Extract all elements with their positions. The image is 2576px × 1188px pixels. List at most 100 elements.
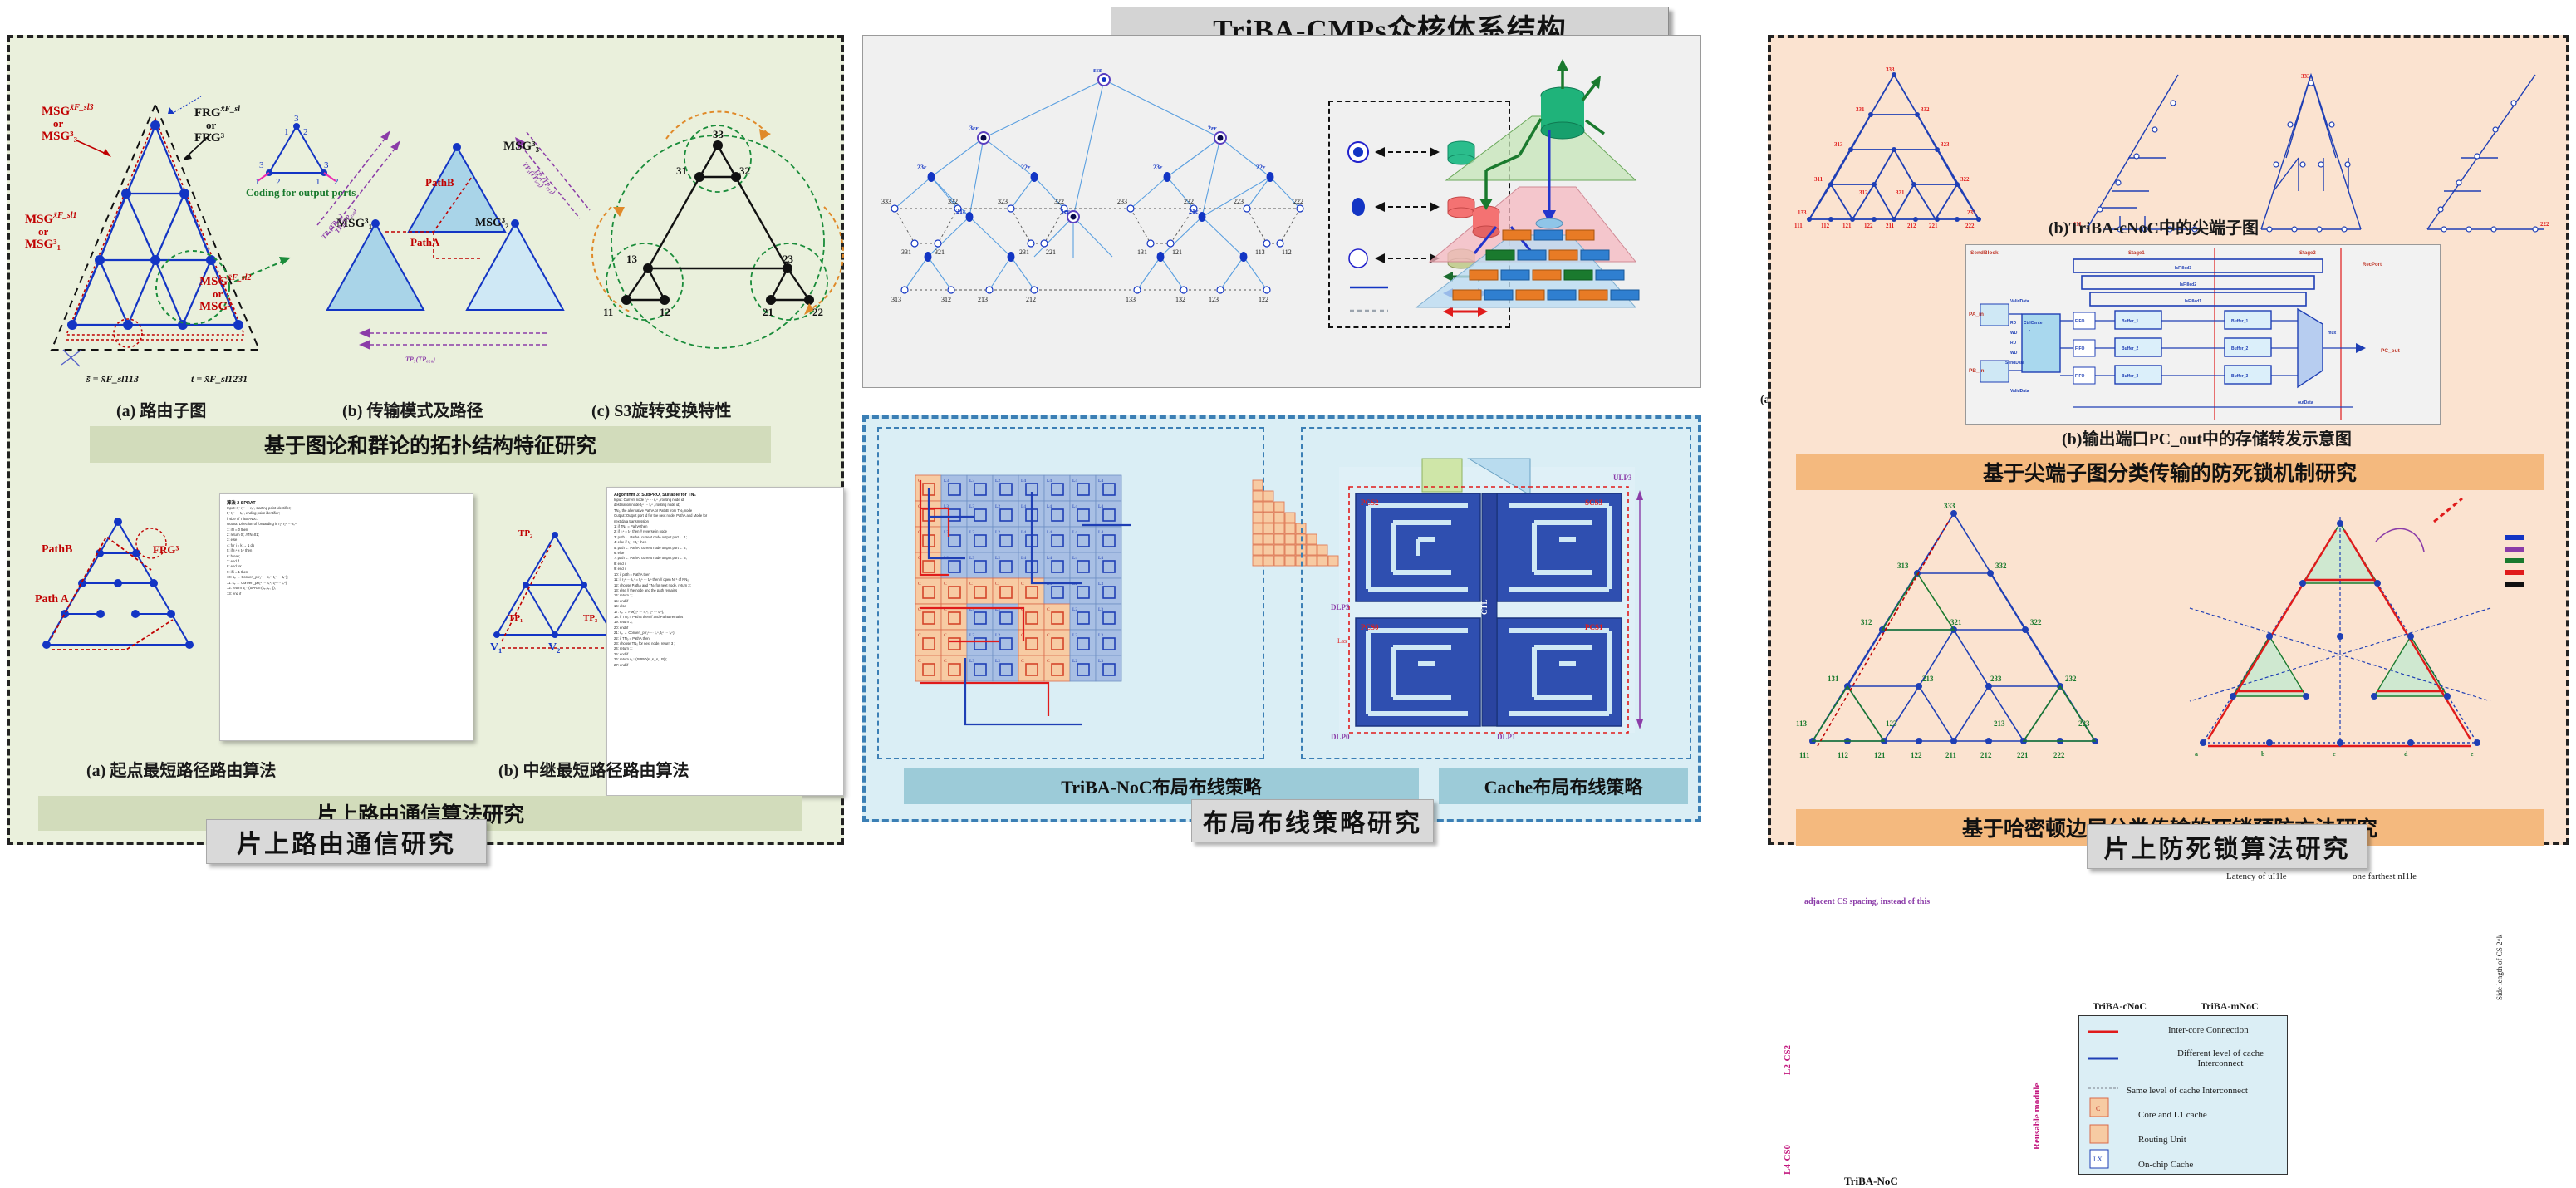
- svg-text:C: C: [969, 582, 973, 587]
- svg-text:PB_in: PB_in: [1969, 368, 1984, 374]
- svg-text:112: 112: [1282, 248, 1292, 256]
- svg-text:ULP3: ULP3: [1613, 474, 1632, 482]
- svg-text:L4: L4: [1072, 556, 1077, 561]
- fig-spr-algorithm: [42, 518, 194, 650]
- svg-text:123: 123: [1209, 296, 1219, 303]
- svg-text:L4: L4: [1047, 504, 1052, 509]
- svg-text:111: 111: [1799, 751, 1810, 759]
- label-tp5: TP₅(TP₀₂₀): [405, 356, 436, 363]
- svg-text:21ε: 21ε: [956, 208, 966, 215]
- svg-text:3: 3: [324, 160, 329, 170]
- svg-text:WD: WD: [2010, 351, 2018, 356]
- label-triba-noc: TriBA-NoC: [1844, 1175, 1898, 1187]
- label-node-11: 11: [603, 306, 614, 318]
- algorithm-line: 19: return 3;: [614, 620, 633, 625]
- label-msg31-b: MSG³₁: [336, 217, 373, 230]
- svg-text:L4: L4: [1072, 479, 1077, 484]
- svg-text:L3: L3: [969, 556, 974, 561]
- svg-text:L4: L4: [1047, 479, 1052, 484]
- label-reusable-module: Reusable module: [2032, 1082, 2042, 1150]
- label-pathB-d: PathB: [42, 543, 73, 556]
- svg-text:L4: L4: [1021, 479, 1026, 484]
- svg-text:213: 213: [1922, 675, 1934, 683]
- svg-text:C: C: [1047, 607, 1050, 612]
- svg-text:DLP1: DLP1: [1497, 733, 1516, 741]
- svg-text:122: 122: [1259, 296, 1268, 303]
- section-tag-routing: 片上路由通信研究: [206, 819, 487, 864]
- label-latency-tile: Latency of uI1le: [2226, 871, 2287, 881]
- svg-text:a: a: [2195, 750, 2198, 758]
- svg-text:PCS1: PCS1: [1585, 623, 1603, 631]
- svg-text:SCS3: SCS3: [1585, 498, 1603, 507]
- svg-text:233: 233: [1117, 198, 1127, 205]
- algorithm-line: next data transmission: [614, 518, 649, 523]
- svg-text:Buffer_3: Buffer_3: [2122, 374, 2139, 379]
- panel-deadlock-free: 333 331 332 313 323 311 322 312 321 133 233 1…: [1768, 35, 2569, 846]
- label-eq-t: t̄ = x̄F_sl1231: [191, 373, 248, 385]
- svg-text:L2: L2: [1072, 659, 1077, 664]
- algorithm-line: Output: Output port id for the next node…: [614, 513, 708, 518]
- svg-text:23ε: 23ε: [917, 164, 927, 171]
- svg-text:b: b: [2261, 750, 2265, 758]
- block-diagram-graphics: SendBlock PA_in PB_in PC_out Stage1 Stage2 R…: [1969, 248, 2401, 420]
- legend-label-diff-cache: Different level of cache Interconnect: [2177, 1048, 2264, 1068]
- svg-text:SendBlock: SendBlock: [1970, 250, 1999, 256]
- svg-text:133: 133: [1126, 296, 1136, 303]
- svg-text:121: 121: [1172, 248, 1182, 256]
- svg-text:131: 131: [1828, 675, 1839, 683]
- algorithm-line: 13: else // the node and the path remain…: [614, 587, 678, 592]
- svg-text:C: C: [918, 659, 921, 664]
- algorithm-line: 2: if r₁ⁿ = t₁ⁿ then // reverse in node: [614, 529, 667, 534]
- algorithm-line: TN₀, the alternative PathA or PathB from…: [614, 508, 693, 513]
- label-pathB-b: PathB: [425, 176, 454, 189]
- svg-text:3: 3: [259, 160, 264, 170]
- note-cs-spacing: adjacent CS spacing, instead of this: [1804, 897, 1931, 906]
- svg-text:L2: L2: [995, 633, 1000, 638]
- algorithm-line: 27: end if: [614, 662, 629, 667]
- svg-text:e: e: [2471, 750, 2474, 758]
- svg-text:Stage2: Stage2: [2299, 251, 2316, 256]
- svg-text:313: 313: [1834, 141, 1843, 148]
- svg-text:321: 321: [1896, 189, 1905, 196]
- algorithm-line: 4: else if r₁ⁿ < t₁ⁿ then: [614, 540, 647, 545]
- section-tag-layout: 布局布线策略研究: [1191, 799, 1434, 842]
- highlight-overlay: [1825, 916, 1906, 1007]
- label-node-32: 32: [739, 164, 750, 177]
- svg-text:222: 222: [1293, 198, 1303, 205]
- label-node-12: 12: [660, 306, 670, 318]
- algorithm-line: 14: return 1;: [614, 593, 633, 598]
- algorithm-box-sprat: 算法 2 SPRAT Input: r₁ⁿ r₂ⁿ ··· rₖⁿ, start…: [219, 493, 473, 741]
- algorithm-box-subpro: Algorithm 3: SubPRO, Suitable for TN₀ In…: [606, 487, 844, 796]
- caption-fig-e: (b) 中继最短路径路由算法: [498, 762, 689, 780]
- algorithm-line: 17: sₚ ← FM(r₁ⁿ ··· rₖⁿ, t₁ⁿ ··· tₖⁿ);: [614, 609, 665, 614]
- label-pathA-b: PathA: [410, 236, 440, 248]
- svg-text:C: C: [1047, 659, 1050, 664]
- svg-text:123: 123: [1886, 719, 1897, 728]
- svg-text:221: 221: [2017, 751, 2029, 759]
- svg-text:L3: L3: [1098, 659, 1103, 664]
- svg-text:131: 131: [1137, 248, 1147, 256]
- svg-text:133: 133: [1798, 209, 1807, 216]
- svg-text:1: 1: [284, 127, 289, 137]
- label-msg33-b: MSG³₃: [503, 140, 540, 153]
- svg-text:C: C: [944, 582, 947, 587]
- panel-layout-routing-strategy: adjacent CS spacing, instead of this C L3…: [862, 415, 2504, 1187]
- label-node-23: 23: [783, 253, 793, 265]
- label-node-13: 13: [626, 253, 637, 265]
- svg-text:outData: outData: [2298, 400, 2313, 405]
- algorithm-line: 16: else: [614, 604, 626, 609]
- algorithm-line: 24: return 1;: [614, 646, 633, 651]
- svg-text:122: 122: [1864, 223, 1873, 229]
- panel-on-chip-routing: MSGx̄F_sl3 or MSG³₃ FRGx̄F_sl or FRG³ MS…: [7, 35, 844, 845]
- svg-text:d: d: [2404, 750, 2408, 758]
- svg-text:212: 212: [1980, 751, 1992, 759]
- svg-text:L3: L3: [969, 633, 974, 638]
- svg-text:L4: L4: [1098, 556, 1103, 561]
- svg-text:LX: LX: [2093, 1156, 2103, 1163]
- svg-text:213: 213: [1994, 719, 2005, 728]
- algorithm-line: 10: if path = PathA then: [614, 572, 650, 577]
- svg-text:333: 333: [881, 198, 891, 205]
- svg-text:121: 121: [1874, 751, 1886, 759]
- banner-deadlock-mechanism: 基于尖端子图分类传输的防死锁机制研究: [1796, 454, 2544, 490]
- svg-text:232: 232: [1184, 198, 1194, 205]
